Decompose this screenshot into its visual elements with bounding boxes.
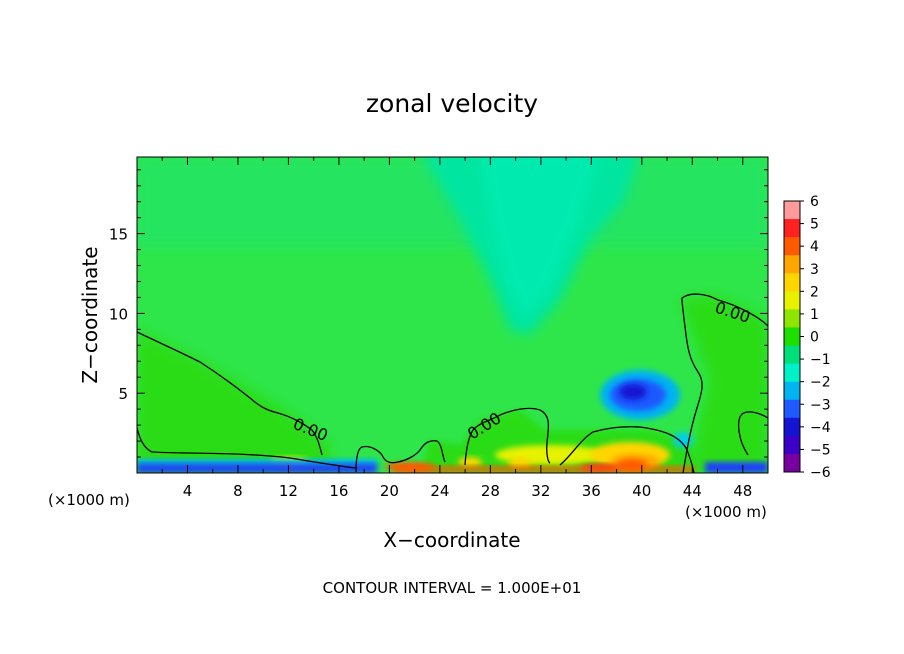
colorbar-label: −4 [810, 420, 831, 436]
colorbar-swatch [784, 291, 800, 310]
colorbar-label: −5 [810, 442, 831, 458]
x-tick-label: 16 [329, 482, 348, 500]
y-axis-ticks: 5 10 15 [109, 169, 768, 458]
colorbar-label: −2 [810, 375, 831, 391]
colorbar-swatch [784, 363, 800, 383]
x-tick-label: 20 [380, 482, 399, 500]
plot-area [137, 157, 768, 473]
colorbar-swatch [784, 219, 800, 238]
x-tick-label: 28 [481, 482, 500, 500]
y-tick-label: 15 [109, 226, 128, 244]
colorbar-swatch [784, 237, 800, 256]
x-unit-right: (×1000 m) [685, 503, 767, 521]
colorbar-swatch [784, 435, 800, 455]
colorbar-swatch [784, 381, 800, 401]
colorbar-label: 4 [810, 239, 819, 255]
x-tick-label: 40 [632, 482, 651, 500]
x-tick-label: 8 [233, 482, 243, 500]
plot-frame [136, 156, 769, 474]
y-axis-label: Z−coordinate [78, 246, 102, 383]
contour-interval-note: CONTOUR INTERVAL = 1.000E+01 [323, 579, 582, 597]
colorbar-label: 2 [810, 284, 819, 300]
x-tick-label: 44 [683, 482, 702, 500]
colorbar-swatch [784, 399, 800, 419]
x-tick-label: 48 [733, 482, 752, 500]
zero-contours [137, 293, 768, 473]
colorbar-swatch [784, 417, 800, 437]
colorbar-label: 5 [810, 217, 819, 233]
colorbar-label: −6 [810, 465, 831, 481]
colorbar-label: 6 [810, 194, 819, 210]
colorbar-label: 1 [810, 307, 819, 323]
x-tick-label: 24 [430, 482, 449, 500]
colorbar-swatch [784, 255, 800, 274]
x-axis-ticks: 4 8 12 16 20 24 28 32 36 40 44 48 [136, 157, 769, 500]
colorbar: 6 5 4 3 2 1 0 −1 −2 −3 −4 −5 −6 [783, 194, 831, 481]
colorbar-label: 0 [810, 330, 819, 346]
colorbar-label: −1 [810, 352, 831, 368]
colorbar-swatch [784, 273, 800, 292]
colorbar-label: 3 [810, 262, 819, 278]
x-unit-left: (×1000 m) [48, 491, 130, 509]
x-tick-label: 12 [279, 482, 298, 500]
colorbar-swatch [784, 453, 800, 473]
y-tick-label: 5 [118, 385, 128, 403]
field-shading [137, 157, 768, 473]
x-axis-label: X−coordinate [383, 528, 520, 552]
y-tick-label: 10 [109, 305, 128, 323]
x-tick-label: 4 [183, 482, 193, 500]
colorbar-swatch [784, 327, 800, 347]
colorbar-swatch [784, 345, 800, 365]
x-tick-label: 36 [582, 482, 601, 500]
chart-title: zonal velocity [366, 89, 538, 118]
colorbar-label: −3 [810, 397, 831, 413]
x-tick-label: 32 [531, 482, 550, 500]
colorbar-swatch [784, 309, 800, 328]
colorbar-swatch [784, 201, 800, 220]
